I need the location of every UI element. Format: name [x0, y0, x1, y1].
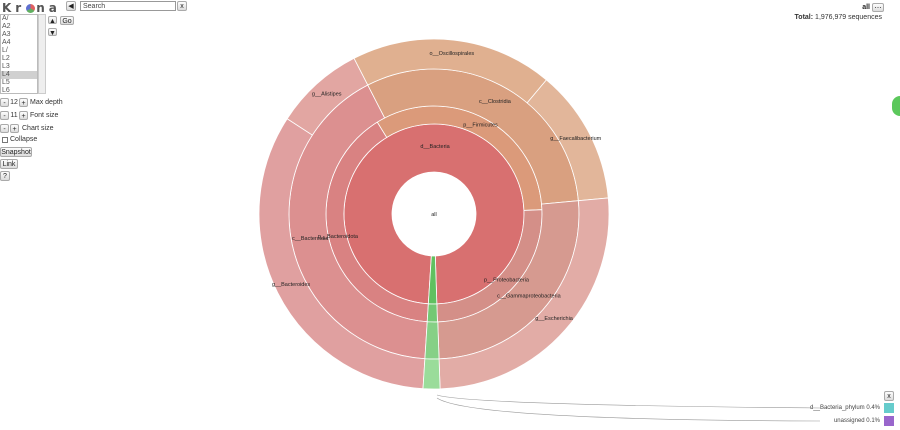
expand-panel-icon[interactable]: [892, 96, 900, 116]
rank-list-item[interactable]: L6: [2, 87, 10, 94]
search-input[interactable]: Search: [80, 1, 176, 11]
sunburst-segment[interactable]: [422, 358, 441, 390]
krona-logo: Kr na: [2, 1, 61, 15]
sunburst-label: c__Clostridia: [479, 99, 512, 105]
sunburst-segment[interactable]: [426, 303, 438, 323]
rank-down-button[interactable]: ▼: [48, 28, 57, 37]
sunburst-label: p__Firmicutes: [463, 123, 498, 129]
chart-size-increase-button[interactable]: +: [10, 124, 19, 133]
snapshot-button[interactable]: Snapshot: [0, 147, 32, 157]
rank-list-item[interactable]: L2: [2, 55, 10, 62]
go-button[interactable]: Go: [60, 16, 74, 25]
max-depth-decrease-button[interactable]: -: [0, 98, 9, 107]
max-depth-value: 12: [10, 99, 18, 106]
logo-wheel-icon: [26, 4, 36, 13]
collapse-checkbox[interactable]: [2, 137, 8, 143]
sunburst-label: g__Faecalibacterium: [550, 136, 601, 142]
legend-swatch: [884, 403, 894, 413]
rank-list-item[interactable]: A2: [2, 23, 11, 30]
rank-list-item[interactable]: L5: [2, 79, 10, 86]
sunburst-label: p__Bacteroidota: [318, 234, 359, 240]
legend-close-button[interactable]: x: [884, 391, 894, 401]
font-size-value: 11: [10, 112, 18, 119]
sunburst-segment[interactable]: [424, 321, 440, 360]
rank-list-item[interactable]: L4: [1, 71, 37, 79]
sunburst-label: d__Bacteria: [420, 144, 450, 150]
legend-item-label: d__Bacteria_phylum 0.4%: [809, 405, 880, 411]
node-details-button[interactable]: ⋯: [872, 3, 884, 12]
font-size-decrease-button[interactable]: -: [0, 111, 9, 120]
legend-item-label: unassigned 0.1%: [833, 418, 880, 424]
font-size-increase-button[interactable]: +: [19, 111, 28, 120]
rank-up-button[interactable]: ▲: [48, 16, 57, 25]
sunburst-label: c__Gammaproteobacteria: [497, 294, 562, 300]
back-button[interactable]: ◀: [66, 1, 76, 11]
sunburst-label: g__Alistipes: [312, 91, 342, 97]
max-depth-label: Max depth: [30, 99, 63, 106]
rank-list-item[interactable]: L/: [2, 47, 8, 54]
rank-list-item[interactable]: L3: [2, 63, 10, 70]
rank-list[interactable]: A/A2 A3 A4 L/L2 L3 L4 L5 L6: [0, 14, 38, 94]
font-size-label: Font size: [30, 112, 59, 119]
sunburst-label: g__Bacteroides: [272, 282, 310, 288]
chart-size-label: Chart size: [22, 125, 54, 132]
rank-list-scrollbar[interactable]: [38, 14, 46, 94]
search-clear-button[interactable]: x: [177, 1, 187, 11]
rank-list-item[interactable]: A4: [2, 39, 11, 46]
rank-list-item[interactable]: A3: [2, 31, 11, 38]
chart-size-decrease-button[interactable]: -: [0, 124, 9, 133]
sunburst-label: p__Proteobacteria: [484, 277, 530, 283]
center-label: all: [431, 212, 437, 218]
help-button[interactable]: ?: [0, 171, 10, 181]
selected-node-label: all: [862, 4, 870, 11]
center-hole[interactable]: [392, 172, 476, 256]
sunburst-label: g__Escherichia: [535, 316, 574, 322]
sunburst-label: c__Bacteroidia: [292, 236, 329, 242]
legend-swatch: [884, 416, 894, 426]
max-depth-increase-button[interactable]: +: [19, 98, 28, 107]
total-readout: Total: 1,976,979 sequences: [794, 14, 882, 21]
collapse-label: Collapse: [10, 136, 38, 143]
sunburst-label: o__Oscillospirales: [430, 51, 475, 57]
rank-list-item[interactable]: A/: [2, 15, 9, 22]
link-button[interactable]: Link: [0, 159, 18, 169]
